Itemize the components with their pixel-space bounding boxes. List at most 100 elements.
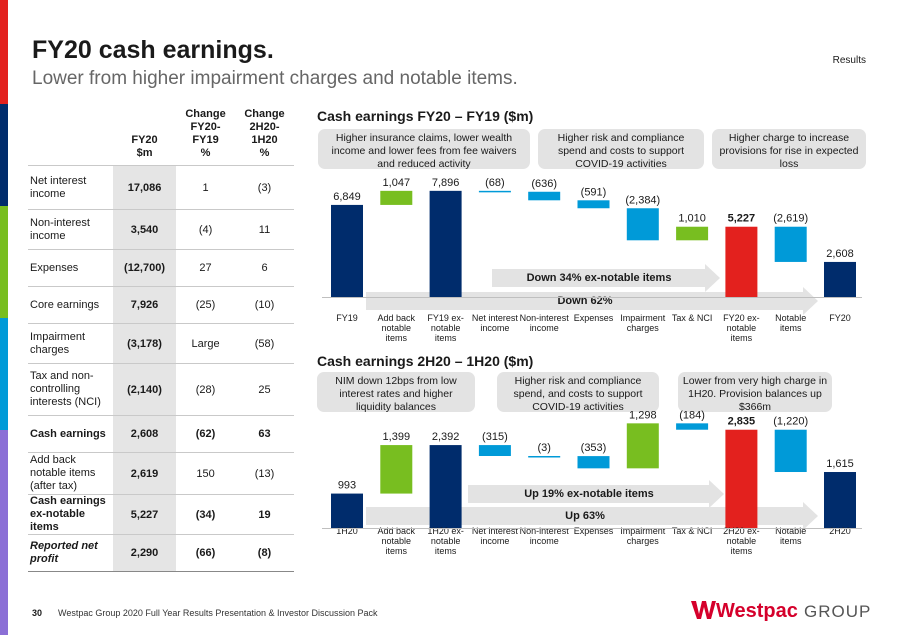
chart1-bar-7 (676, 226, 709, 241)
chart1-tick-label-4: Non-interest income (520, 313, 570, 333)
chart2-tick-label-8: 2H20 ex-notable items (723, 526, 760, 556)
table-row: Add back notable items (after tax) 2,619 1… (28, 452, 294, 495)
chart1-bar-2 (429, 190, 462, 297)
chart2-bar-7 (676, 423, 709, 430)
row-label: Add back notable items (after tax) (28, 452, 113, 495)
chart2-tick-label-9: Notable items (775, 526, 806, 546)
chart2-bar-3 (478, 445, 511, 456)
chart2-arrow-ex-notable-label: Up 19% ex-notable items (524, 488, 654, 500)
table-row: Cash earnings 2,608 (62) 63 (28, 415, 294, 453)
chart1-data-label-3: (68) (485, 177, 505, 189)
chart2-bar-10 (824, 472, 856, 528)
chart2-bar-0 (331, 493, 363, 528)
chart1-data-label-7: 1,010 (678, 213, 706, 225)
row-label: Cash earnings (28, 415, 113, 453)
row-change-half: (10) (235, 286, 294, 324)
chart2-tick-label-2: 1H20 ex-notable items (427, 526, 464, 556)
row-label: Impairment charges (28, 323, 113, 364)
page-subtitle: Lower from higher impairment charges and… (32, 68, 518, 89)
accent-stripe-navy (0, 104, 8, 206)
row-fy20: 17,086 (113, 165, 177, 210)
row-change-half: 19 (235, 494, 294, 535)
chart2-bar-2 (429, 445, 462, 528)
table-row: Net interest income 17,086 1 (3) (28, 165, 294, 210)
chart2-arrow-ex-notable: Up 19% ex-notable items (468, 480, 724, 508)
table-row: Cash earnings ex-notable items 5,227 (34) 1… (28, 494, 294, 535)
brand-wordmark: Westpac (716, 600, 798, 622)
row-fy20: 7,926 (113, 286, 177, 324)
chart2-tick-label-10: 2H20 (829, 526, 851, 536)
table-header-change-half: Change 2H20- 1H20% (244, 108, 285, 159)
row-fy20: (3,178) (113, 323, 177, 364)
chart2-bar-1 (380, 445, 413, 494)
row-change-fy: Large (176, 323, 236, 364)
row-change-half: 25 (235, 363, 294, 416)
row-change-half: 63 (235, 415, 294, 453)
row-change-fy: (34) (176, 494, 236, 535)
chart1-bar-3 (478, 190, 511, 193)
row-change-fy: (28) (176, 363, 236, 416)
chart2-tick-label-5: Expenses (574, 526, 614, 536)
row-label: Tax and non-controlling interests (NCI) (28, 363, 113, 416)
chart1-tick-label-9: Notable items (775, 313, 806, 333)
chart2-bar-8 (725, 429, 758, 528)
page-title: FY20 cash earnings. (32, 36, 274, 64)
chart2-data-label-4: (3) (537, 442, 550, 454)
chart1-tick-label-0: FY19 (336, 313, 358, 323)
chart2-arrow-total: Up 63% (366, 502, 818, 530)
chart1-callout-nii: Higher insurance claims, lower wealth in… (318, 129, 530, 170)
chart1-data-label-0: 6,849 (333, 191, 361, 203)
chart1-data-label-9: (2,619) (773, 213, 808, 225)
row-label: Expenses (28, 249, 113, 287)
chart1-tick-label-2: FY19 ex-notable items (427, 313, 464, 343)
row-change-half: (13) (235, 452, 294, 495)
section-label: Results (832, 55, 866, 66)
chart2-callout-nii: NIM down 12bps from low interest rates a… (317, 372, 475, 413)
row-change-fy: (4) (176, 209, 236, 250)
chart1-tick-label-6: Impairment charges (620, 313, 666, 333)
row-label: Reported net profit (28, 534, 113, 572)
table-header-fy20: FY20 $m (113, 106, 177, 166)
chart2-data-label-2: 2,392 (432, 431, 460, 443)
chart1-data-label-6: (2,384) (625, 194, 660, 206)
chart1-data-label-2: 7,896 (432, 177, 460, 189)
chart2-data-label-6: 1,298 (629, 409, 657, 421)
chart2-data-label-0: 993 (338, 480, 356, 492)
chart1-bar-10 (824, 261, 856, 297)
westpac-logo-icon (691, 601, 716, 619)
chart2-tick-label-7: Tax & NCI (672, 526, 713, 536)
chart2-data-label-5: (353) (581, 442, 607, 454)
summary-table-header: FY20 $m Change FY20- FY19% Change 2H20- 1H20% (28, 106, 294, 166)
row-fy20: 2,619 (113, 452, 177, 495)
footer-text: Westpac Group 2020 Full Year Results Pre… (58, 608, 378, 618)
row-label: Non-interest income (28, 209, 113, 250)
chart2-tick-label-0: 1H20 (336, 526, 358, 536)
chart2-data-label-1: 1,399 (383, 431, 411, 443)
chart2-data-label-3: (315) (482, 431, 508, 443)
chart1-tick-label-1: Add back notable items (378, 313, 416, 343)
row-label: Core earnings (28, 286, 113, 324)
summary-table: FY20 $m Change FY20- FY19% Change 2H20- 1H20%… (28, 106, 294, 572)
brand-group-label: GROUP (804, 602, 872, 621)
table-header-change-fy: Change FY20- FY19% (185, 108, 226, 159)
accent-stripe-green (0, 206, 8, 318)
chart2-tick-label-4: Non-interest income (520, 526, 570, 546)
chart2-bar-6 (626, 423, 659, 469)
chart1-tick-label-10: FY20 (829, 313, 851, 323)
chart2-tick-label-1: Add back notable items (378, 526, 416, 556)
chart1-bar-4 (528, 191, 561, 201)
table-row: Tax and non-controlling interests (NCI) (… (28, 363, 294, 416)
row-change-half: 6 (235, 249, 294, 287)
chart1-arrow-ex-notable: Down 34% ex-notable items (492, 264, 720, 292)
row-change-fy: (25) (176, 286, 236, 324)
table-row: Reported net profit 2,290 (66) (8) (28, 534, 294, 572)
chart1-bar-9 (774, 226, 807, 262)
chart1-callout-impairment: Higher charge to increase provisions for… (712, 129, 866, 170)
chart2-callout-impairment: Lower from very high charge in 1H20. Pro… (678, 372, 832, 413)
row-change-half: (8) (235, 534, 294, 572)
chart1-data-label-4: (636) (531, 178, 557, 190)
chart2-arrow-total-label: Up 63% (565, 510, 605, 522)
row-change-fy: 1 (176, 165, 236, 210)
table-row: Expenses (12,700) 27 6 (28, 249, 294, 287)
